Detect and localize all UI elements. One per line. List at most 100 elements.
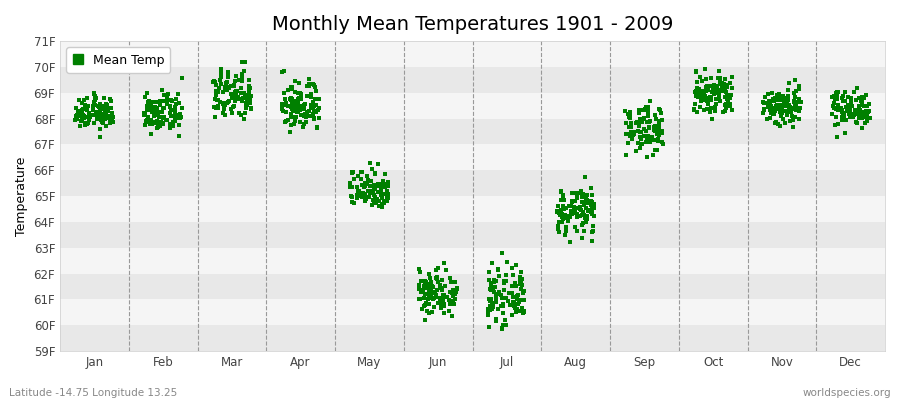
Point bbox=[428, 292, 443, 298]
Point bbox=[427, 284, 441, 290]
Point bbox=[838, 98, 852, 104]
Point bbox=[778, 120, 793, 126]
Point bbox=[712, 94, 726, 100]
Point bbox=[160, 99, 175, 106]
Point bbox=[563, 214, 578, 220]
Point bbox=[553, 211, 567, 218]
Point bbox=[652, 132, 666, 139]
Point bbox=[634, 140, 649, 147]
Point bbox=[790, 105, 805, 112]
Point bbox=[496, 310, 510, 316]
Point bbox=[148, 109, 163, 116]
Point bbox=[718, 84, 733, 91]
Point bbox=[276, 68, 291, 74]
Point bbox=[291, 96, 305, 102]
Point bbox=[627, 130, 642, 137]
Point bbox=[553, 209, 567, 215]
Point bbox=[372, 198, 386, 205]
Point bbox=[764, 102, 778, 109]
Point bbox=[587, 205, 601, 211]
Point bbox=[831, 89, 845, 96]
Point bbox=[274, 101, 289, 107]
Point bbox=[428, 275, 443, 281]
Point bbox=[285, 101, 300, 108]
Point bbox=[576, 228, 590, 234]
Point bbox=[694, 96, 708, 102]
Point bbox=[311, 96, 326, 102]
Point bbox=[284, 113, 298, 120]
Point bbox=[368, 194, 382, 200]
Point bbox=[173, 115, 187, 122]
Point bbox=[832, 105, 847, 111]
Point bbox=[690, 88, 705, 94]
Point bbox=[229, 94, 243, 100]
Point bbox=[292, 119, 307, 126]
Point bbox=[643, 125, 657, 132]
Point bbox=[778, 96, 792, 102]
Point bbox=[437, 292, 452, 298]
Point bbox=[855, 115, 869, 121]
Point bbox=[153, 102, 167, 108]
Point bbox=[483, 287, 498, 293]
Point bbox=[484, 260, 499, 266]
Point bbox=[568, 190, 582, 196]
Point bbox=[564, 198, 579, 204]
Point bbox=[839, 104, 853, 110]
Point bbox=[278, 96, 293, 102]
Point bbox=[587, 212, 601, 219]
Point bbox=[220, 80, 234, 87]
Point bbox=[354, 193, 368, 200]
Point bbox=[495, 294, 509, 301]
Point bbox=[285, 106, 300, 112]
Point bbox=[832, 104, 847, 111]
Point bbox=[554, 213, 569, 220]
Point bbox=[442, 308, 456, 314]
Bar bbox=[60, 248, 885, 274]
Point bbox=[721, 94, 735, 100]
Point bbox=[505, 312, 519, 319]
Point bbox=[229, 88, 243, 94]
Point bbox=[786, 124, 800, 131]
Point bbox=[81, 120, 95, 126]
Point bbox=[214, 81, 229, 87]
Point bbox=[849, 97, 863, 104]
Point bbox=[697, 97, 711, 104]
Point bbox=[311, 105, 326, 111]
Point bbox=[708, 87, 723, 94]
Point bbox=[422, 290, 436, 297]
Point bbox=[377, 200, 392, 206]
Point bbox=[211, 104, 225, 111]
Point bbox=[853, 107, 868, 113]
Point bbox=[573, 213, 588, 219]
Point bbox=[76, 117, 90, 123]
Point bbox=[575, 209, 590, 216]
Point bbox=[568, 209, 582, 215]
Point bbox=[100, 115, 114, 122]
Point bbox=[834, 106, 849, 112]
Point bbox=[425, 283, 439, 290]
Point bbox=[486, 303, 500, 310]
Point bbox=[837, 110, 851, 116]
Point bbox=[375, 201, 390, 208]
Point bbox=[140, 90, 154, 97]
Point bbox=[440, 294, 454, 300]
Point bbox=[629, 148, 643, 154]
Point bbox=[774, 102, 788, 109]
Point bbox=[237, 68, 251, 74]
Point bbox=[514, 276, 528, 282]
Point bbox=[484, 280, 499, 287]
Point bbox=[698, 66, 713, 72]
Point bbox=[783, 109, 797, 115]
Point bbox=[364, 160, 378, 166]
Point bbox=[586, 223, 600, 229]
Point bbox=[496, 303, 510, 310]
Point bbox=[436, 301, 451, 308]
Point bbox=[499, 278, 513, 284]
Point bbox=[782, 108, 796, 114]
Point bbox=[580, 214, 594, 221]
Point bbox=[75, 100, 89, 106]
Point bbox=[372, 202, 386, 209]
Point bbox=[228, 98, 242, 104]
Point bbox=[350, 194, 365, 201]
Point bbox=[433, 282, 447, 288]
